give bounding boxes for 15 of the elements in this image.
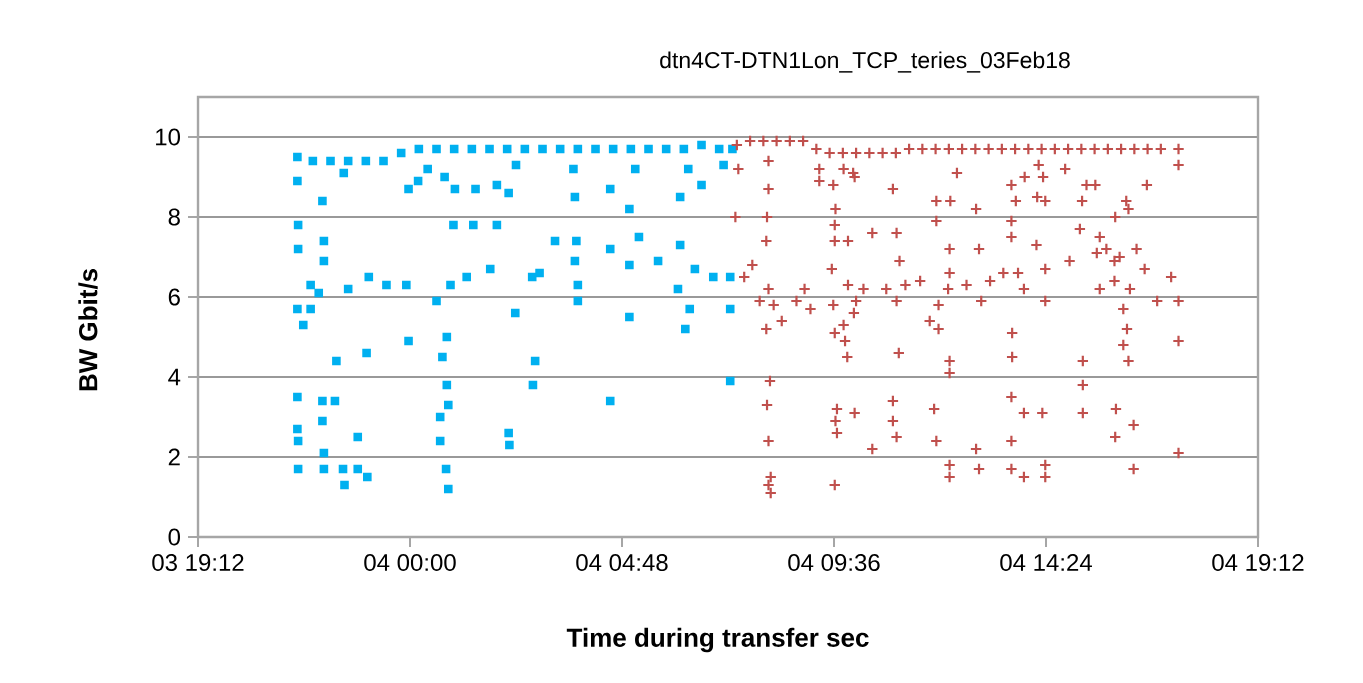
y-axis-title: BW Gbit/s: [78, 268, 98, 391]
y-tick-label: 6: [168, 288, 180, 306]
chart-title: dtn4CT-DTN1Lon_TCP_teries_03Feb18: [660, 51, 1070, 73]
y-tick-label: 2: [168, 448, 180, 466]
x-tick-label: 04 04:48: [576, 554, 668, 572]
x-tick-label: 04 00:00: [364, 554, 456, 572]
y-tick-label: 8: [168, 208, 180, 226]
x-axis-title: Time during transfer sec: [566, 627, 869, 653]
x-tick-label: 03 19:12: [152, 554, 244, 572]
y-tick-label: 0: [168, 528, 181, 546]
x-tick-label: 04 14:24: [1000, 554, 1092, 572]
x-tick-label: 04 19:12: [1212, 554, 1304, 572]
y-tick-label: 4: [168, 368, 181, 386]
x-tick-label: 04 09:36: [788, 554, 880, 572]
y-tick-label: 10: [156, 128, 181, 146]
